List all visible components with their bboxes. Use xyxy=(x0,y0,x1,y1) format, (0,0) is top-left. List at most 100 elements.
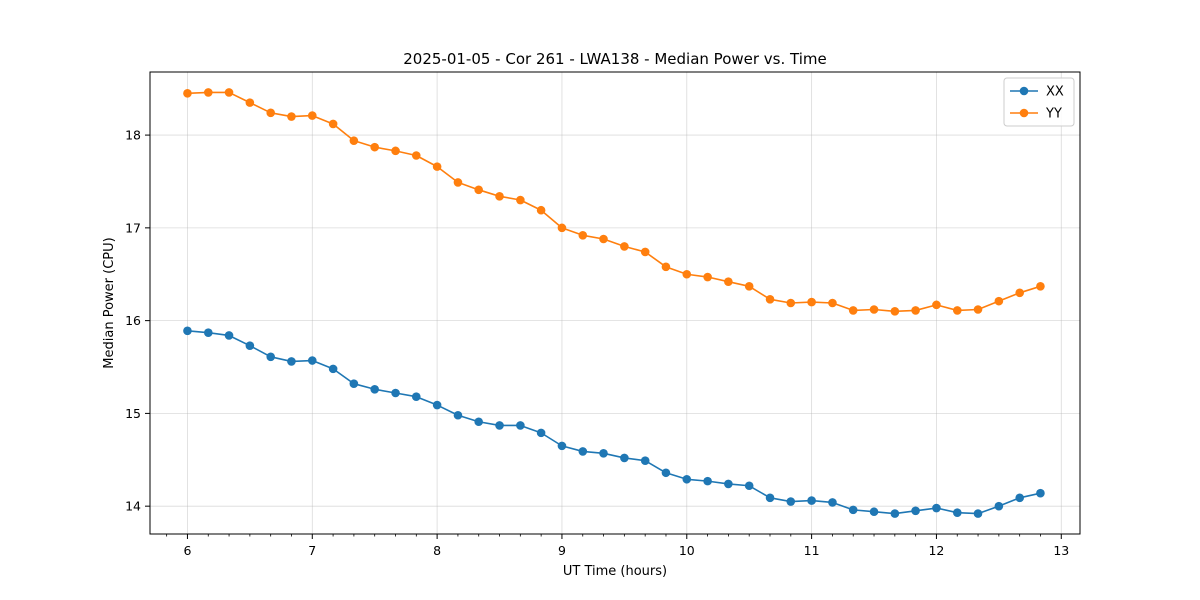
data-point-yy xyxy=(703,272,712,282)
data-point-yy xyxy=(724,277,733,286)
data-point-xx xyxy=(266,352,276,362)
data-point-xx xyxy=(932,503,941,513)
data-point-yy xyxy=(1036,282,1045,291)
x-tick-label: 9 xyxy=(558,543,566,558)
y-tick-label: 14 xyxy=(125,499,141,514)
x-tick-label: 11 xyxy=(804,543,820,558)
data-point-yy xyxy=(391,146,400,156)
data-point-yy xyxy=(661,262,671,272)
data-point-yy xyxy=(599,234,608,244)
data-point-yy xyxy=(890,307,900,316)
data-point-yy xyxy=(973,305,983,314)
data-point-yy xyxy=(411,151,421,160)
data-point-yy xyxy=(786,298,796,308)
data-point-xx xyxy=(765,493,775,503)
x-axis-label: UT Time (hours) xyxy=(563,564,667,579)
data-point-xx xyxy=(661,468,671,478)
series-layer xyxy=(183,88,1045,518)
data-point-yy xyxy=(536,205,546,215)
data-point-yy xyxy=(828,298,837,308)
data-point-yy xyxy=(453,178,463,187)
data-point-yy xyxy=(620,242,629,251)
data-point-yy xyxy=(682,269,692,279)
legend-marker-yy xyxy=(1019,108,1029,118)
data-point-xx xyxy=(349,379,359,389)
grid xyxy=(150,72,1080,534)
legend-label-yy: YY xyxy=(1045,107,1062,122)
y-axis-label: Median Power (CPU) xyxy=(102,237,117,368)
data-point-xx xyxy=(848,505,858,515)
series-yy xyxy=(183,88,1045,316)
data-point-yy xyxy=(932,300,941,310)
data-point-xx xyxy=(682,474,692,484)
data-point-yy xyxy=(578,230,588,240)
data-point-xx xyxy=(1015,493,1025,503)
data-point-xx xyxy=(453,410,463,420)
data-point-yy xyxy=(349,136,359,145)
data-point-yy xyxy=(495,192,504,201)
data-point-xx xyxy=(411,392,421,401)
data-point-yy xyxy=(183,89,192,98)
legend: XX YY xyxy=(1003,77,1075,127)
data-point-yy xyxy=(807,297,816,307)
data-point-xx xyxy=(578,447,588,456)
data-point-yy xyxy=(266,108,276,118)
data-point-yy xyxy=(911,306,920,315)
data-point-xx xyxy=(973,509,983,518)
data-point-xx xyxy=(287,357,296,366)
data-point-xx xyxy=(890,509,900,518)
data-point-xx xyxy=(536,428,546,438)
data-point-xx xyxy=(245,341,255,350)
data-point-xx xyxy=(495,421,504,430)
data-point-yy xyxy=(307,111,317,120)
data-point-xx xyxy=(474,417,483,427)
data-point-xx xyxy=(224,331,234,340)
data-point-yy xyxy=(848,306,858,315)
x-tick-label: 12 xyxy=(928,543,944,558)
x-tick-label: 13 xyxy=(1053,543,1069,558)
data-point-xx xyxy=(807,496,816,505)
data-point-xx xyxy=(724,479,733,489)
data-point-yy xyxy=(744,282,754,291)
data-point-xx xyxy=(307,356,317,365)
data-point-xx xyxy=(370,384,379,394)
data-point-xx xyxy=(516,421,525,430)
data-point-xx xyxy=(203,328,213,337)
data-point-yy xyxy=(765,294,775,304)
data-point-yy xyxy=(287,112,296,121)
data-point-xx xyxy=(1036,488,1045,498)
data-point-yy xyxy=(370,142,379,152)
y-tick-label: 18 xyxy=(125,128,141,143)
data-point-xx xyxy=(557,441,567,451)
data-point-yy xyxy=(203,88,213,97)
data-point-yy xyxy=(474,185,483,195)
legend-marker-xx xyxy=(1019,86,1029,96)
data-point-xx xyxy=(640,456,650,466)
data-point-xx xyxy=(183,326,192,336)
series-xx xyxy=(183,326,1045,518)
data-point-xx xyxy=(744,481,754,491)
data-point-xx xyxy=(620,453,629,463)
data-point-yy xyxy=(328,119,338,129)
legend-label-xx: XX xyxy=(1046,85,1064,100)
data-point-yy xyxy=(245,98,255,107)
data-point-xx xyxy=(786,497,796,506)
data-point-xx xyxy=(869,507,879,517)
y-tick-label: 17 xyxy=(125,220,141,235)
x-tick-label: 10 xyxy=(679,543,695,558)
data-point-yy xyxy=(516,195,525,205)
data-point-yy xyxy=(432,162,442,171)
data-point-xx xyxy=(952,508,962,517)
data-point-xx xyxy=(391,388,400,398)
data-point-yy xyxy=(224,88,234,97)
ticks: 6 7 8 9 10 11 12 13 14 15 16 17 18 xyxy=(125,128,1069,558)
data-point-xx xyxy=(994,501,1004,511)
data-point-yy xyxy=(1015,288,1025,298)
chart-title: 2025-01-05 - Cor 261 - LWA138 - Median P… xyxy=(403,50,827,68)
data-point-xx xyxy=(911,506,920,516)
data-point-xx xyxy=(432,400,442,410)
data-point-xx xyxy=(328,364,338,374)
data-point-yy xyxy=(869,305,879,314)
data-point-yy xyxy=(952,306,962,315)
